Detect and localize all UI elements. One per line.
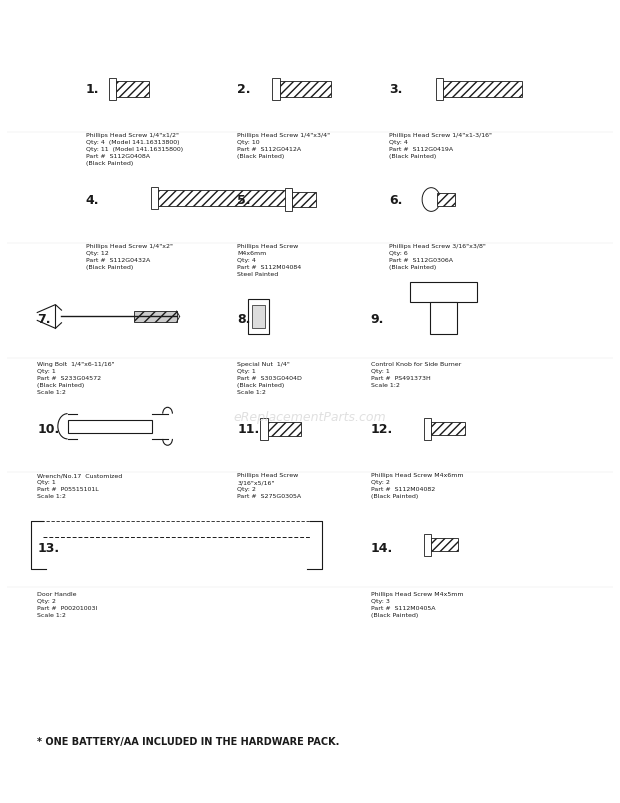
Text: Phillips Head Screw 1/4"x1-3/16"
Qty: 4
Part #  S112G0419A
(Black Painted): Phillips Head Screw 1/4"x1-3/16" Qty: 4 … — [389, 133, 492, 159]
Bar — [108, 79, 116, 101]
Text: 6.: 6. — [389, 194, 402, 206]
Text: Control Knob for Side Burner
Qty: 1
Part #  PS491373H
Scale 1:2: Control Knob for Side Burner Qty: 1 Part… — [371, 362, 461, 388]
Bar — [272, 79, 280, 101]
Text: Phillips Head Screw
M4x6mm
Qty: 4
Part #  S112M04084
Steel Painted: Phillips Head Screw M4x6mm Qty: 4 Part #… — [237, 243, 301, 276]
Text: Phillips Head Screw 1/4"x3/4"
Qty: 10
Part #  S112G0412A
(Black Painted): Phillips Head Screw 1/4"x3/4" Qty: 10 Pa… — [237, 133, 330, 159]
Text: Phillips Head Screw
3/16"x5/16"
Qty: 2
Part #  S275G0305A: Phillips Head Screw 3/16"x5/16" Qty: 2 P… — [237, 472, 301, 499]
Text: 5.: 5. — [237, 194, 250, 206]
Text: 2.: 2. — [237, 84, 250, 96]
Text: 13.: 13. — [37, 541, 60, 554]
Text: Wing Bolt  1/4"x6-11/16"
Qty: 1
Part #  S233G04572
(Black Painted)
Scale 1:2: Wing Bolt 1/4"x6-11/16" Qty: 1 Part # S2… — [37, 362, 115, 395]
Text: Wrench/No.17  Customized
Qty: 1
Part #  P05515101L
Scale 1:2: Wrench/No.17 Customized Qty: 1 Part # P0… — [37, 472, 123, 499]
Bar — [443, 82, 522, 98]
Bar — [292, 194, 316, 207]
Text: 11.: 11. — [237, 422, 260, 435]
Bar — [159, 191, 292, 206]
Text: 14.: 14. — [371, 541, 393, 554]
Bar — [247, 300, 270, 334]
Bar — [260, 418, 268, 440]
Bar — [68, 421, 153, 433]
Text: Phillips Head Screw 3/16"x3/8"
Qty: 6
Part #  S112G0306A
(Black Painted): Phillips Head Screw 3/16"x3/8" Qty: 6 Pa… — [389, 243, 485, 270]
Bar — [432, 539, 459, 552]
Text: eReplacementParts.com: eReplacementParts.com — [234, 411, 386, 424]
Text: 10.: 10. — [37, 422, 60, 435]
Text: * ONE BATTERY/AA INCLUDED IN THE HARDWARE PACK.: * ONE BATTERY/AA INCLUDED IN THE HARDWAR… — [37, 736, 340, 746]
Bar — [436, 79, 443, 101]
Bar — [280, 82, 331, 98]
Text: Phillips Head Screw M4x5mm
Qty: 3
Part #  S112M0405A
(Black Painted): Phillips Head Screw M4x5mm Qty: 3 Part #… — [371, 591, 463, 617]
Bar — [424, 418, 432, 440]
Bar — [410, 283, 477, 303]
Bar — [424, 534, 432, 556]
Text: Phillips Head Screw 1/4"x2"
Qty: 12
Part #  S112G0432A
(Black Painted): Phillips Head Screw 1/4"x2" Qty: 12 Part… — [86, 243, 173, 270]
Text: 8.: 8. — [237, 312, 250, 325]
Text: 9.: 9. — [371, 312, 384, 325]
Bar — [134, 312, 177, 323]
Text: 4.: 4. — [86, 194, 99, 206]
Text: 3.: 3. — [389, 84, 402, 96]
Text: 1.: 1. — [86, 84, 99, 96]
Bar — [285, 190, 292, 211]
Text: Door Handle
Qty: 2
Part #  P00201003I
Scale 1:2: Door Handle Qty: 2 Part # P00201003I Sca… — [37, 591, 97, 617]
Text: Special Nut  1/4"
Qty: 1
Part #  S303G0404D
(Black Painted)
Scale 1:2: Special Nut 1/4" Qty: 1 Part # S303G0404… — [237, 362, 302, 395]
Bar — [151, 188, 159, 210]
Bar — [437, 194, 456, 206]
Bar — [432, 423, 464, 435]
Bar — [430, 303, 457, 334]
Bar — [268, 422, 301, 436]
Text: 7.: 7. — [37, 312, 51, 325]
Bar — [252, 306, 265, 328]
Text: Phillips Head Screw 1/4"x1/2"
Qty: 4  (Model 141.16313800)
Qty: 11  (Model 141.1: Phillips Head Screw 1/4"x1/2" Qty: 4 (Mo… — [86, 133, 183, 166]
Text: Phillips Head Screw M4x6mm
Qty: 2
Part #  S112M04082
(Black Painted): Phillips Head Screw M4x6mm Qty: 2 Part #… — [371, 472, 463, 499]
Bar — [116, 82, 149, 98]
Text: 12.: 12. — [371, 422, 393, 435]
